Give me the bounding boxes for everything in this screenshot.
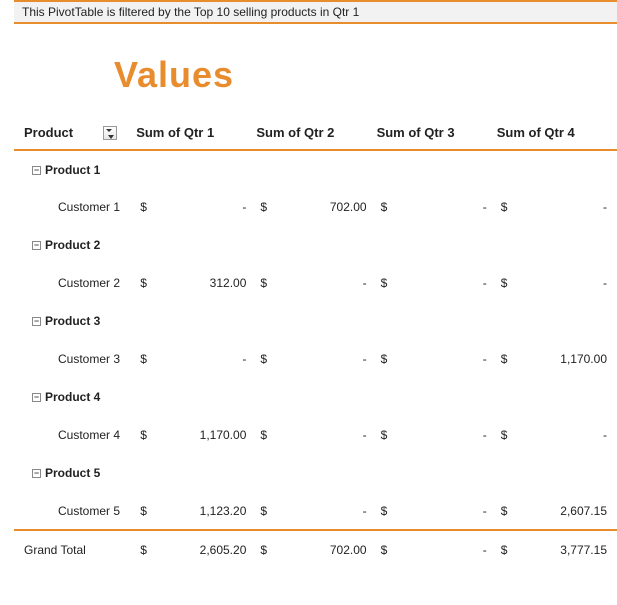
collapse-icon[interactable]: − xyxy=(32,317,41,326)
header-product: Product xyxy=(14,116,136,150)
header-row: Product Sum of Qtr 1 Sum of Qtr 2 Sum of… xyxy=(14,116,617,150)
cell-q3: $- xyxy=(377,492,497,530)
product-label[interactable]: −Product 4 xyxy=(14,378,136,416)
product-row: −Product 1 xyxy=(14,150,617,188)
product-row: −Product 4 xyxy=(14,378,617,416)
pivot-table: Product Sum of Qtr 1 Sum of Qtr 2 Sum of… xyxy=(14,116,617,568)
gt-q4: $3,777.15 xyxy=(497,530,617,568)
collapse-icon[interactable]: − xyxy=(32,166,41,175)
cell-q2: $- xyxy=(256,416,376,454)
cell-q4: $- xyxy=(497,188,617,226)
cell-q1: $- xyxy=(136,188,256,226)
cell-q1: $1,170.00 xyxy=(136,416,256,454)
cell-q2: $- xyxy=(256,492,376,530)
cell-q3: $- xyxy=(377,416,497,454)
filter-dropdown-icon[interactable] xyxy=(103,126,117,140)
customer-label: Customer 3 xyxy=(14,340,136,378)
cell-q2: $- xyxy=(256,340,376,378)
cell-q4: $- xyxy=(497,264,617,302)
product-row: −Product 3 xyxy=(14,302,617,340)
header-q1: Sum of Qtr 1 xyxy=(136,116,256,150)
product-row: −Product 2 xyxy=(14,226,617,264)
product-label[interactable]: −Product 3 xyxy=(14,302,136,340)
values-title: Values xyxy=(114,54,617,96)
cell-q4: $2,607.15 xyxy=(497,492,617,530)
filter-banner: This PivotTable is filtered by the Top 1… xyxy=(14,0,617,24)
product-label[interactable]: −Product 1 xyxy=(14,150,136,188)
pivot-table-region: This PivotTable is filtered by the Top 1… xyxy=(0,0,617,568)
grand-total-row: Grand Total$2,605.20$702.00$-$3,777.15 xyxy=(14,530,617,568)
cell-q2: $702.00 xyxy=(256,188,376,226)
customer-label: Customer 2 xyxy=(14,264,136,302)
product-row: −Product 5 xyxy=(14,454,617,492)
cell-q2: $- xyxy=(256,264,376,302)
cell-q1: $1,123.20 xyxy=(136,492,256,530)
cell-q3: $- xyxy=(377,340,497,378)
cell-q4: $- xyxy=(497,416,617,454)
product-label[interactable]: −Product 5 xyxy=(14,454,136,492)
gt-q2: $702.00 xyxy=(256,530,376,568)
collapse-icon[interactable]: − xyxy=(32,393,41,402)
grand-total-label: Grand Total xyxy=(14,530,136,568)
header-product-label: Product xyxy=(24,125,73,140)
customer-label: Customer 1 xyxy=(14,188,136,226)
header-q2: Sum of Qtr 2 xyxy=(256,116,376,150)
cell-q1: $- xyxy=(136,340,256,378)
customer-label: Customer 5 xyxy=(14,492,136,530)
customer-label: Customer 4 xyxy=(14,416,136,454)
collapse-icon[interactable]: − xyxy=(32,241,41,250)
cell-q4: $1,170.00 xyxy=(497,340,617,378)
cell-q3: $- xyxy=(377,264,497,302)
gt-q3: $- xyxy=(377,530,497,568)
header-q4: Sum of Qtr 4 xyxy=(497,116,617,150)
gt-q1: $2,605.20 xyxy=(136,530,256,568)
customer-row: Customer 2$312.00$-$-$- xyxy=(14,264,617,302)
cell-q3: $- xyxy=(377,188,497,226)
customer-row: Customer 5$1,123.20$-$-$2,607.15 xyxy=(14,492,617,530)
collapse-icon[interactable]: − xyxy=(32,469,41,478)
customer-row: Customer 1$-$702.00$-$- xyxy=(14,188,617,226)
header-q3: Sum of Qtr 3 xyxy=(377,116,497,150)
customer-row: Customer 4$1,170.00$-$-$- xyxy=(14,416,617,454)
cell-q1: $312.00 xyxy=(136,264,256,302)
customer-row: Customer 3$-$-$-$1,170.00 xyxy=(14,340,617,378)
product-label[interactable]: −Product 2 xyxy=(14,226,136,264)
